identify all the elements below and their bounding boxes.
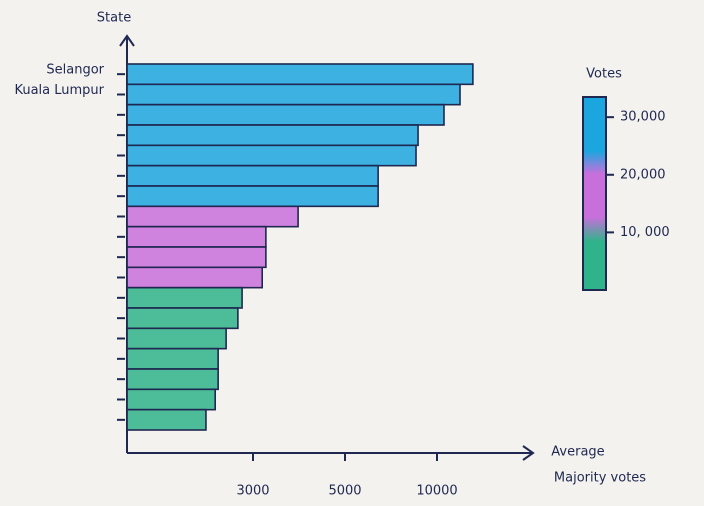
x-axis-title: Majority votes <box>554 471 646 486</box>
x-tick-label: 3000 <box>236 484 269 499</box>
bar <box>126 266 263 289</box>
bar <box>126 388 216 411</box>
colorbar <box>582 96 607 291</box>
bar <box>126 408 207 431</box>
y-tick-label: Kuala Lumpur <box>14 83 104 98</box>
bar <box>126 83 461 106</box>
bar <box>126 205 299 228</box>
bar <box>126 144 417 167</box>
x-tick-label: 10000 <box>416 484 457 499</box>
bar <box>126 164 379 187</box>
bar <box>126 246 267 269</box>
bar <box>126 185 379 208</box>
bar <box>126 327 227 350</box>
x-axis-title: Average <box>551 445 604 460</box>
x-tick-label: 5000 <box>328 484 361 499</box>
bar <box>126 103 445 126</box>
bar <box>126 368 219 391</box>
y-tick-label: Selangor <box>46 63 104 78</box>
colorbar-title: Votes <box>586 67 622 82</box>
colorbar-tick-label: 30,000 <box>620 110 666 125</box>
colorbar-tick-label: 20,000 <box>620 167 666 182</box>
bar <box>126 124 419 147</box>
bar <box>126 347 219 370</box>
bar <box>126 307 239 330</box>
x-axis <box>127 445 535 461</box>
y-axis-title: State <box>97 11 131 26</box>
bar <box>126 225 267 248</box>
bar <box>126 286 243 309</box>
bar <box>126 63 474 86</box>
colorbar-tick-label: 10, 000 <box>620 225 670 240</box>
